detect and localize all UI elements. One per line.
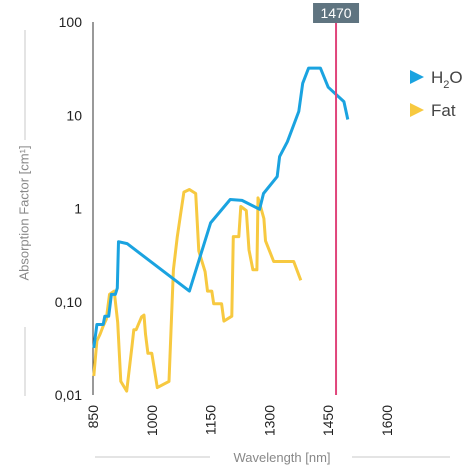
- series-layer: [92, 66, 350, 393]
- legend-h2o-o: O: [449, 68, 462, 87]
- legend-h2o-subscript: 2: [443, 79, 449, 91]
- legend-h2o-marker: [410, 70, 424, 84]
- marker-label-box: [313, 3, 360, 23]
- x-tick-label: 1600: [379, 405, 395, 436]
- y-tick-labels: 100 10 1 0,10 0,01: [55, 14, 82, 403]
- x-tick-label: 1300: [261, 405, 277, 436]
- x-tick-label: 1000: [144, 405, 160, 436]
- legend: H2O Fat: [410, 68, 463, 120]
- legend-h2o-h: H: [431, 68, 443, 87]
- y-tick-label: 0,01: [55, 387, 82, 403]
- y-tick-label: 100: [59, 14, 83, 30]
- series-line-fat: [92, 188, 303, 393]
- y-tick-label: 1: [74, 201, 82, 217]
- y-axis-title: Absorption Factor [cm¹]: [16, 145, 31, 280]
- x-tick-labels: 850 1000 1150 1300 1450 1600: [85, 405, 395, 436]
- x-axis-title: Wavelength [nm]: [233, 450, 330, 465]
- legend-fat-label: Fat: [431, 101, 456, 120]
- y-tick-label: 0,10: [55, 294, 82, 310]
- series-line-h2o: [92, 66, 350, 349]
- marker-label: 1470: [320, 5, 351, 21]
- x-tick-label: 1150: [203, 405, 219, 435]
- legend-fat-marker: [410, 103, 424, 117]
- x-tick-label: 1450: [320, 405, 336, 436]
- y-tick-label: 10: [66, 107, 82, 123]
- x-tick-label: 850: [85, 405, 101, 429]
- legend-h2o-label: H2O: [431, 68, 463, 91]
